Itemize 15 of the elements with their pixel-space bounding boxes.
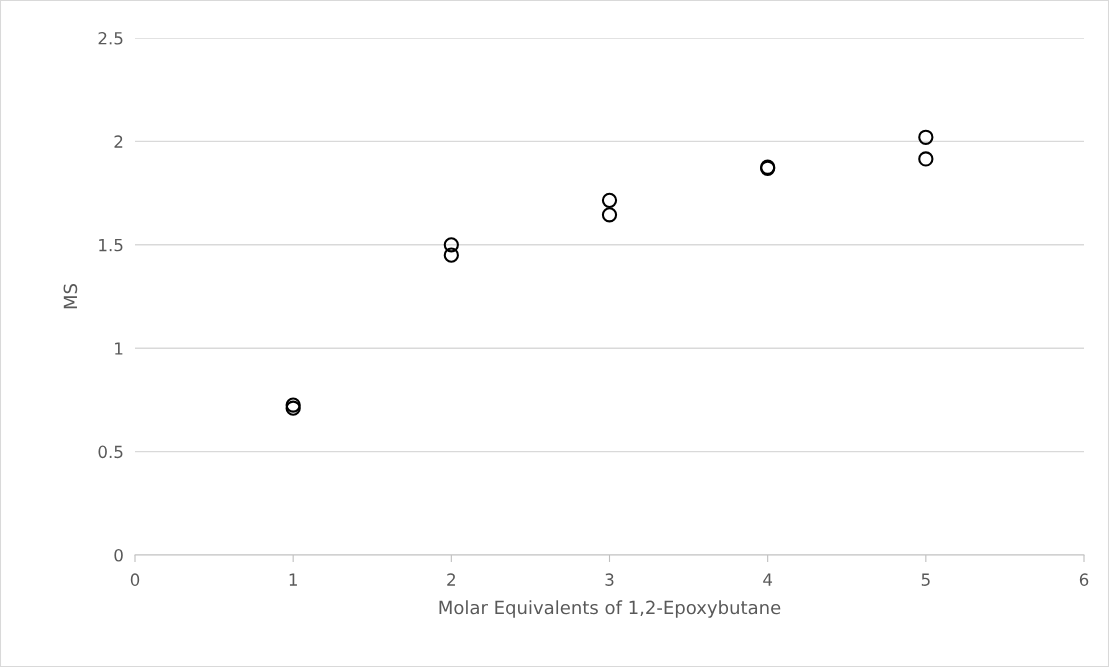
- y-tick-label: 2: [114, 135, 123, 148]
- x-tick-label: 0: [130, 573, 140, 586]
- x-tick-label: 5: [921, 573, 930, 586]
- y-tick-label: 1: [115, 342, 123, 355]
- x-tick-label: 1: [289, 573, 297, 586]
- x-tick-label: 4: [763, 573, 773, 586]
- y-axis-title: MS: [63, 283, 78, 309]
- y-tick-label: 1.5: [99, 238, 123, 252]
- x-axis-title: Molar Equivalents of 1,2-Epoxybutane: [439, 600, 781, 618]
- x-tick-label: 2: [447, 573, 455, 586]
- y-tick-label: 2.5: [98, 31, 123, 45]
- x-tick-label: 6: [1079, 573, 1089, 586]
- x-tick-label: 3: [605, 573, 614, 586]
- y-tick-label: 0.5: [98, 445, 123, 459]
- y-tick-label: 0: [114, 548, 123, 562]
